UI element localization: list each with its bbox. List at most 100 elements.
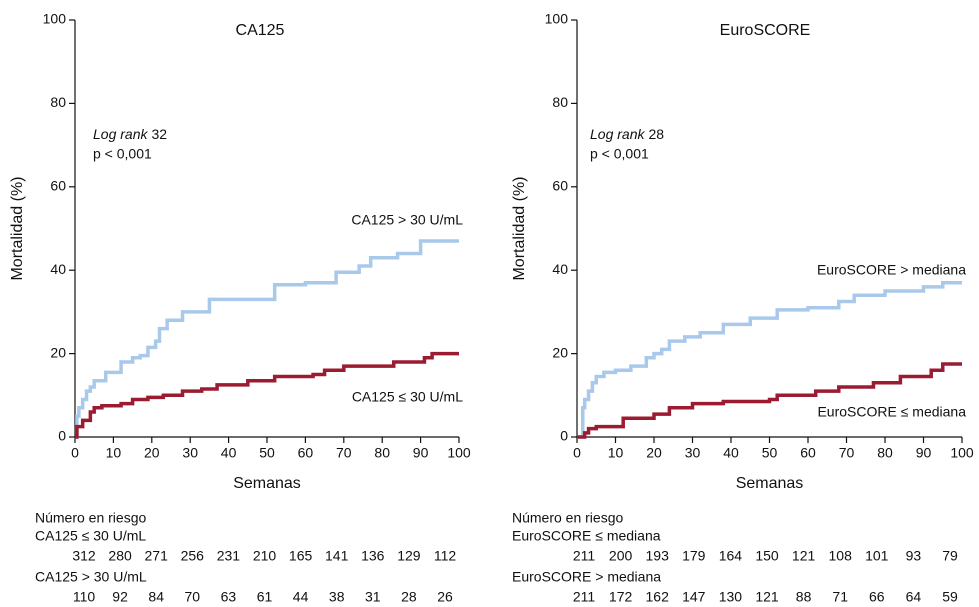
risk-count: 88 (796, 589, 812, 605)
risk-count: 70 (185, 589, 201, 605)
x-tick-label: 80 (374, 445, 390, 461)
risk-group-label: CA125 ≤ 30 U/mL (35, 528, 146, 544)
x-tick-label: 40 (221, 445, 237, 461)
log-rank-value: 32 (151, 126, 167, 142)
risk-count: 130 (719, 589, 743, 605)
y-tick-label: 0 (58, 428, 66, 444)
risk-count: 172 (609, 589, 633, 605)
risk-count: 64 (906, 589, 922, 605)
x-tick-label: 90 (916, 445, 932, 461)
x-tick-label: 20 (144, 445, 160, 461)
risk-count: 79 (942, 548, 958, 564)
risk-count: 280 (108, 548, 132, 564)
risk-group-label: EuroSCORE ≤ mediana (512, 528, 661, 544)
risk-count: 110 (73, 589, 96, 605)
survival-curve (75, 351, 459, 439)
chart-title: CA125 (236, 22, 285, 39)
risk-count: 312 (72, 548, 96, 564)
risk-count: 38 (329, 589, 345, 605)
y-tick-label: 40 (50, 261, 66, 277)
risk-count: 28 (401, 589, 417, 605)
log-rank-label: Log rank (93, 126, 148, 142)
y-tick-label: 20 (50, 344, 66, 360)
x-tick-label: 100 (950, 445, 974, 461)
risk-count: 165 (289, 548, 313, 564)
risk-count: 59 (942, 589, 958, 605)
x-tick-label: 70 (336, 445, 352, 461)
risk-count: 121 (792, 548, 816, 564)
x-tick-label: 100 (447, 445, 471, 461)
log-rank-label: Log rank (590, 126, 645, 142)
risk-count: 179 (682, 548, 706, 564)
curve-label: CA125 > 30 U/mL (351, 212, 463, 228)
risk-count: 211 (573, 548, 596, 564)
y-tick-label: 80 (552, 94, 568, 110)
x-tick-label: 80 (877, 445, 893, 461)
y-axis-label: Mortalidad (%) (511, 176, 528, 280)
risk-count: 147 (682, 589, 706, 605)
risk-count: 92 (112, 589, 128, 605)
risk-count: 164 (719, 548, 743, 564)
risk-count: 271 (145, 548, 169, 564)
risk-count: 210 (253, 548, 277, 564)
risk-table-title: Número en riesgo (512, 510, 623, 526)
survival-curve (75, 239, 459, 439)
x-tick-label: 20 (646, 445, 662, 461)
curve-label: CA125 ≤ 30 U/mL (352, 388, 463, 404)
risk-count: 136 (361, 548, 385, 564)
y-tick-label: 60 (50, 178, 66, 194)
log-rank: Log rank 32 (93, 126, 167, 142)
x-axis-label: Semanas (233, 475, 301, 492)
log-rank-value: 28 (648, 126, 664, 142)
risk-count: 31 (365, 589, 381, 605)
risk-count: 256 (181, 548, 205, 564)
x-tick-label: 70 (839, 445, 855, 461)
curve-label: EuroSCORE > mediana (817, 261, 966, 277)
risk-count: 61 (257, 589, 273, 605)
log-rank: Log rank 28 (590, 126, 664, 142)
y-tick-label: 100 (545, 11, 569, 27)
y-axis-label: Mortalidad (%) (9, 176, 26, 280)
risk-count: 112 (434, 548, 457, 564)
risk-group-label: EuroSCORE > mediana (512, 569, 661, 585)
x-tick-label: 0 (71, 445, 79, 461)
risk-count: 66 (869, 589, 885, 605)
x-tick-label: 0 (573, 445, 581, 461)
risk-count: 63 (221, 589, 237, 605)
y-tick-label: 60 (552, 178, 568, 194)
survival-curve (577, 362, 962, 439)
curve-label: EuroSCORE ≤ mediana (817, 404, 966, 420)
risk-count: 71 (832, 589, 848, 605)
risk-count: 44 (293, 589, 309, 605)
x-tick-label: 90 (413, 445, 429, 461)
risk-count: 129 (397, 548, 421, 564)
x-tick-label: 40 (723, 445, 739, 461)
risk-count: 93 (906, 548, 922, 564)
risk-count: 101 (865, 548, 889, 564)
x-tick-label: 60 (298, 445, 314, 461)
y-tick-label: 100 (43, 11, 67, 27)
risk-count: 84 (148, 589, 164, 605)
risk-table-title: Número en riesgo (35, 510, 146, 526)
y-tick-label: 0 (560, 428, 568, 444)
x-tick-label: 60 (800, 445, 816, 461)
y-tick-label: 80 (50, 94, 66, 110)
risk-count: 193 (646, 548, 670, 564)
x-tick-label: 30 (182, 445, 198, 461)
chart-title: EuroSCORE (720, 22, 811, 39)
p-value: p < 0,001 (590, 146, 649, 162)
x-tick-label: 10 (608, 445, 624, 461)
x-axis-label: Semanas (736, 475, 804, 492)
x-tick-label: 50 (259, 445, 275, 461)
risk-count: 121 (755, 589, 779, 605)
risk-count: 162 (646, 589, 670, 605)
risk-group-label: CA125 > 30 U/mL (35, 569, 147, 585)
risk-count: 26 (437, 589, 453, 605)
x-tick-label: 50 (762, 445, 778, 461)
y-tick-label: 20 (552, 344, 568, 360)
risk-count: 150 (755, 548, 779, 564)
risk-count: 200 (609, 548, 633, 564)
risk-count: 231 (217, 548, 241, 564)
x-tick-label: 10 (106, 445, 122, 461)
